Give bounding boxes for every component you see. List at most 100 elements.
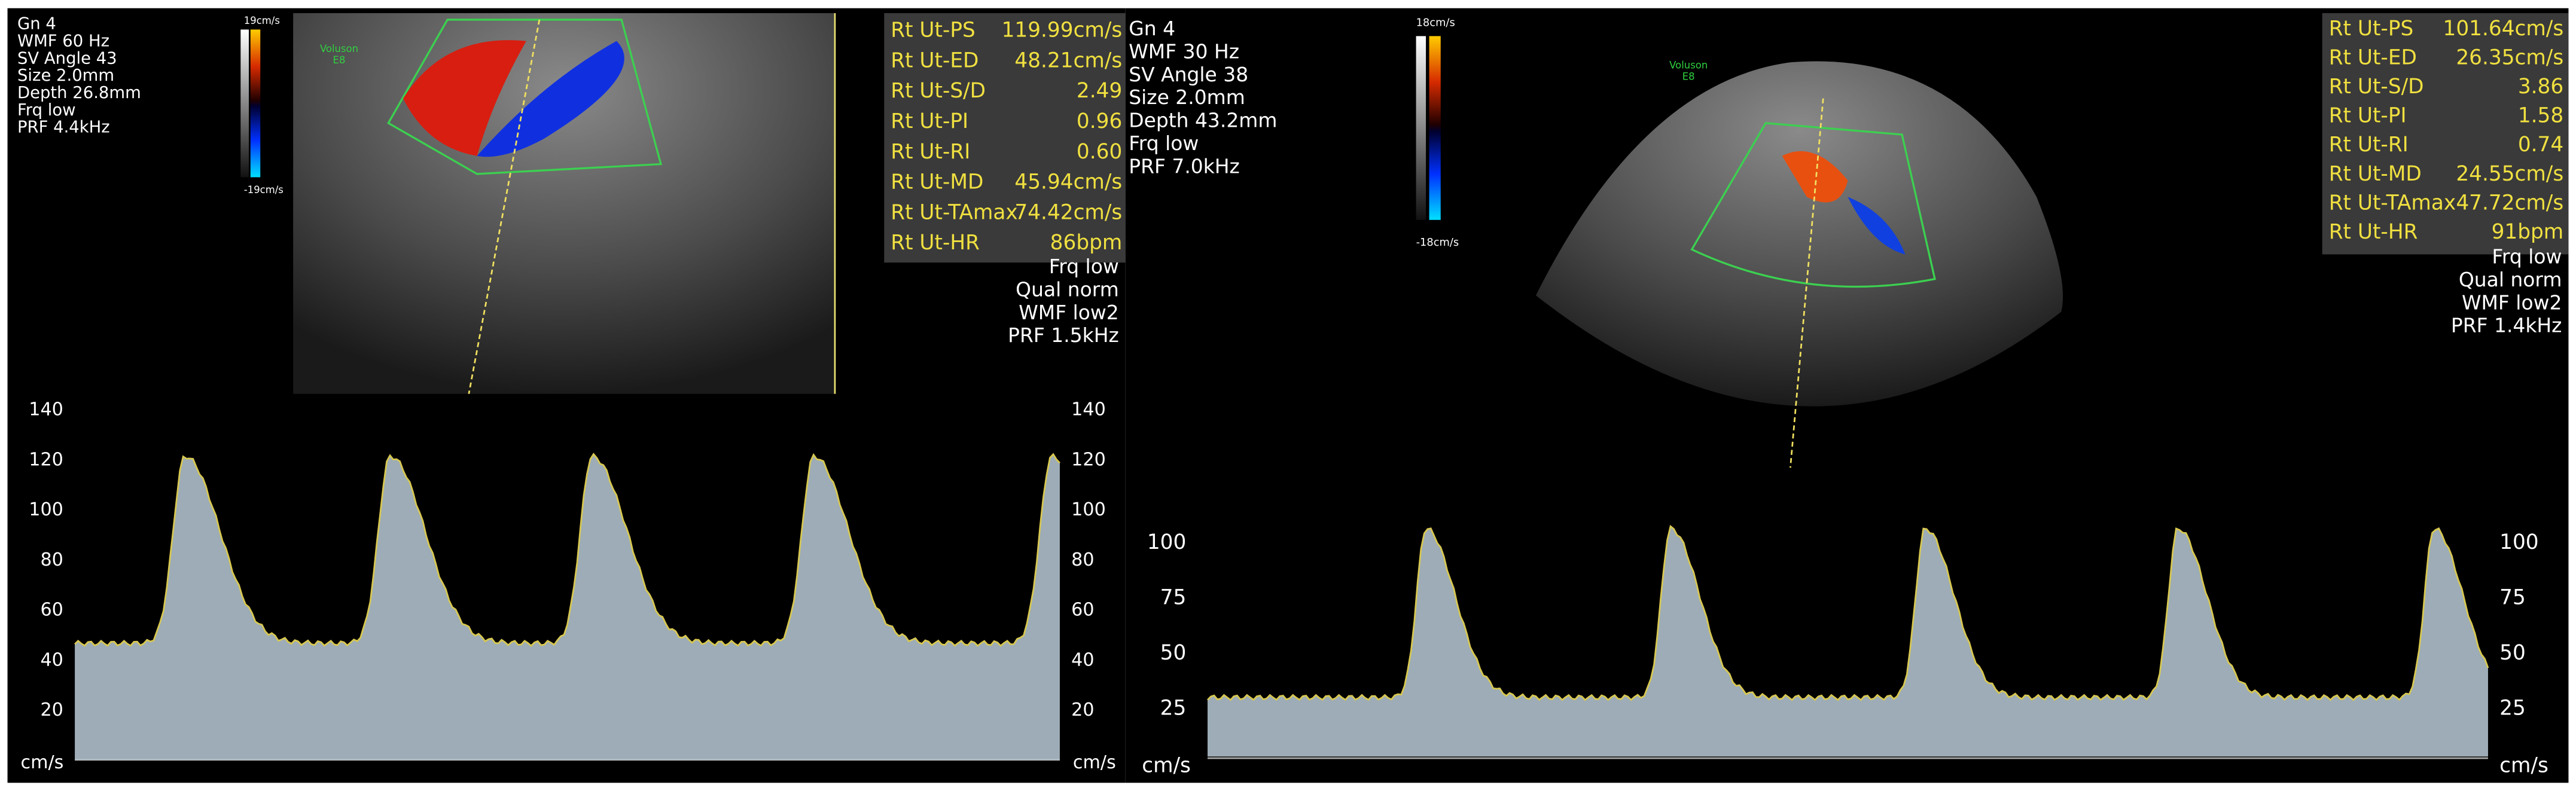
- y-tick-label: 60: [1071, 600, 1094, 621]
- setting: WMF low2: [2462, 291, 2562, 314]
- color-scale-min: -19cm/s: [244, 184, 283, 196]
- measurement-label: Rt Ut-ED: [2329, 45, 2417, 69]
- measurement-value: 0.96: [1077, 109, 1122, 133]
- header-param: Size 2.0mm: [1129, 85, 1245, 109]
- y-tick-label: 100: [1071, 499, 1106, 520]
- color-scale-max: 19cm/s: [244, 15, 280, 26]
- measurement-box: [884, 13, 1126, 263]
- y-tick-label: 60: [40, 600, 63, 621]
- y-tick-label: 40: [1071, 649, 1094, 670]
- unit-label: cm/s: [1142, 753, 1191, 777]
- unit-label: cm/s: [21, 752, 64, 773]
- measurement-label: Rt Ut-PI: [891, 109, 968, 133]
- y-tick-label: 100: [1147, 530, 1186, 554]
- y-tick-label: 140: [1071, 399, 1106, 420]
- setting: Frq low: [1049, 255, 1119, 278]
- measurement-value: 26.35cm/s: [2456, 45, 2563, 69]
- measurement-label: Rt Ut-PS: [891, 19, 975, 42]
- header-param: PRF 4.4kHz: [17, 118, 110, 137]
- color-bar: [1429, 36, 1441, 220]
- y-tick-label: 100: [29, 499, 63, 520]
- y-tick-label: 120: [1071, 449, 1106, 470]
- measurement-box: [2322, 13, 2569, 255]
- measurement-value: 86bpm: [1050, 231, 1123, 255]
- header-param: Gn 4: [17, 15, 56, 33]
- header-param: Size 2.0mm: [17, 66, 114, 85]
- setting: WMF low2: [1019, 301, 1119, 324]
- measurement-value: 45.94cm/s: [1014, 170, 1122, 194]
- y-tick-label: 120: [29, 449, 63, 470]
- measurement-value: 47.72cm/s: [2456, 191, 2563, 215]
- measurement-value: 0.60: [1077, 140, 1122, 164]
- y-tick-label: 75: [1160, 586, 1187, 610]
- measurement-value: 48.21cm/s: [1014, 48, 1122, 72]
- measurement-label: Rt Ut-HR: [891, 231, 980, 255]
- unit-label: cm/s: [2499, 753, 2548, 777]
- ultrasound-image: [1535, 61, 2063, 407]
- measurement-label: Rt Ut-MD: [891, 170, 983, 194]
- gray-bar: [1416, 36, 1426, 220]
- ultrasound-image: [293, 13, 835, 394]
- y-tick-label: 50: [1160, 641, 1187, 665]
- header-param: Depth 43.2mm: [1129, 109, 1277, 132]
- measurement-value: 24.55cm/s: [2456, 162, 2563, 186]
- y-tick-label: 40: [40, 649, 63, 670]
- header-param: WMF 60 Hz: [17, 32, 109, 50]
- header-param: SV Angle 43: [17, 49, 117, 68]
- color-scale-max: 18cm/s: [1416, 16, 1455, 29]
- header-param: Frq low: [1129, 132, 1199, 155]
- color-scale-min: -18cm/s: [1416, 236, 1459, 249]
- color-box: [387, 19, 663, 175]
- gray-bar: [240, 29, 249, 178]
- y-tick-label: 20: [40, 700, 63, 720]
- y-tick-label: 100: [2499, 530, 2538, 554]
- measurement-label: Rt Ut-RI: [2329, 133, 2409, 157]
- header-param: Gn 4: [1129, 17, 1175, 40]
- measurement-label: Rt Ut-TAmax: [891, 200, 1017, 224]
- y-tick-label: 80: [40, 549, 63, 570]
- flow-red: [403, 40, 526, 156]
- cursor-line: [1790, 98, 1824, 468]
- measurement-label: Rt Ut-PS: [2329, 17, 2414, 41]
- unit-label: cm/s: [1073, 752, 1116, 773]
- brand-label: E8: [1682, 71, 1695, 83]
- measurement-label: Rt Ut-ED: [891, 48, 978, 72]
- y-tick-label: 25: [2499, 697, 2526, 720]
- measurement-label: Rt Ut-TAmax: [2329, 191, 2456, 215]
- cursor-line: [468, 19, 541, 395]
- measurement-label: Rt Ut-PI: [2329, 104, 2407, 128]
- setting: Qual norm: [1016, 277, 1119, 301]
- setting: Qual norm: [2459, 268, 2562, 291]
- measurement-value: 2.49: [1077, 79, 1122, 103]
- doppler-spectrum: [75, 454, 1060, 760]
- header-param: PRF 7.0kHz: [1129, 154, 1240, 178]
- envelope-trace: [1207, 524, 2489, 701]
- measurement-label: Rt Ut-S/D: [891, 79, 986, 103]
- flow-red: [1782, 151, 1848, 203]
- brand-label: Voluson: [1669, 59, 1708, 71]
- measurement-label: Rt Ut-HR: [2329, 220, 2418, 244]
- header-param: Frq low: [17, 101, 76, 120]
- measurement-value: 74.42cm/s: [1014, 200, 1122, 224]
- setting: PRF 1.5kHz: [1008, 323, 1119, 347]
- measurement-value: 0.74: [2518, 133, 2563, 157]
- envelope-trace: [74, 453, 1060, 647]
- setting: Frq low: [2492, 245, 2562, 268]
- measurement-value: 101.64cm/s: [2443, 17, 2564, 41]
- y-tick-label: 75: [2499, 586, 2526, 610]
- measurement-value: 3.86: [2518, 75, 2563, 99]
- flow-blue: [1848, 197, 1906, 255]
- measurement-value: 91bpm: [2492, 220, 2564, 244]
- measurement-value: 119.99cm/s: [1002, 19, 1123, 42]
- color-bar: [250, 29, 261, 178]
- y-tick-label: 50: [2499, 641, 2526, 665]
- measurement-label: Rt Ut-S/D: [2329, 75, 2424, 99]
- measurement-label: Rt Ut-RI: [891, 140, 970, 164]
- brand-label: Voluson: [320, 43, 358, 54]
- measurement-label: Rt Ut-MD: [2329, 162, 2422, 186]
- color-box: [1690, 122, 1936, 288]
- y-tick-label: 80: [1071, 549, 1094, 570]
- brand-label: E8: [333, 54, 346, 66]
